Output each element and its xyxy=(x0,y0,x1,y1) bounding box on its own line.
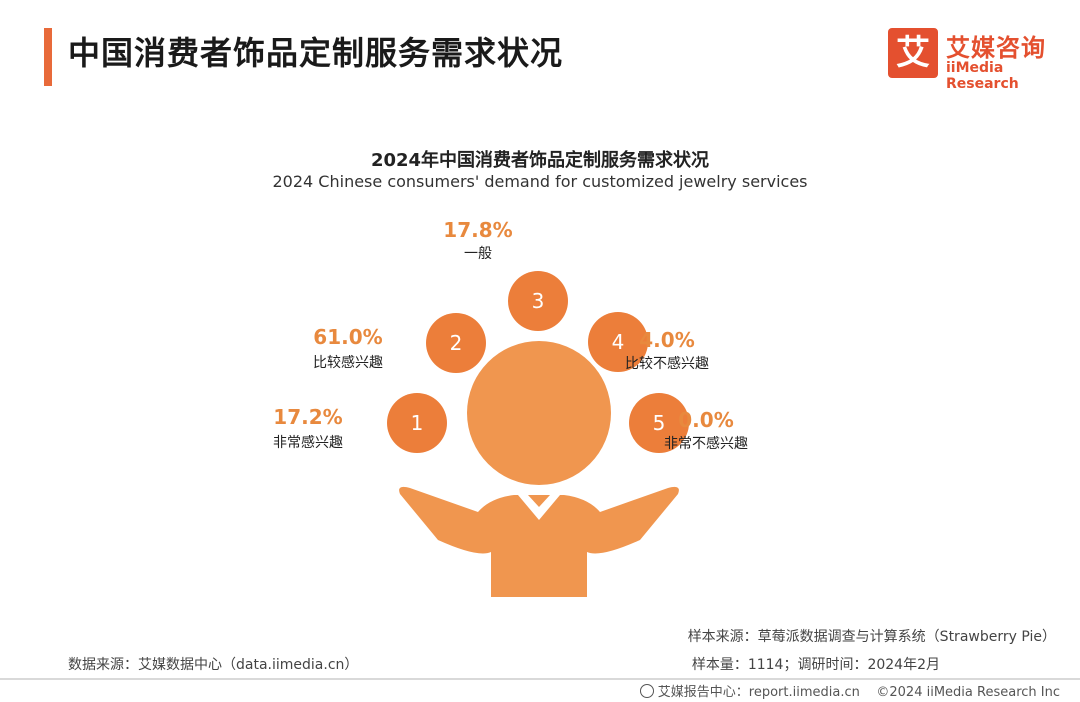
sample-source: 样本来源：草莓派数据调查与计算系统（Strawberry Pie） xyxy=(687,629,1056,645)
category-label-5: 非常不感兴趣 xyxy=(664,436,748,452)
rank-circle-5 xyxy=(629,393,689,453)
person-body xyxy=(399,486,679,597)
rank-circle-1 xyxy=(387,393,447,453)
category-label-3: 一般 xyxy=(464,246,492,262)
rank-number-5: 5 xyxy=(653,411,666,435)
person-head xyxy=(467,341,611,485)
title-accent-bar xyxy=(44,28,52,86)
rank-number-3: 3 xyxy=(532,289,545,313)
footer-bottom: 艾媒报告中心：report.iimedia.cn ©2024 iiMedia R… xyxy=(639,681,1060,700)
logo-cn-text: 艾媒咨询 xyxy=(946,34,1046,62)
rank-circle-2 xyxy=(426,313,486,373)
report-center-link[interactable]: 艾媒报告中心：report.iimedia.cn xyxy=(657,685,860,700)
page-title: 中国消费者饰品定制服务需求状况 xyxy=(68,34,564,72)
data-label-pct-1: 17.2% xyxy=(273,405,343,429)
data-label-pct-4: 4.0% xyxy=(639,328,695,352)
chart-title: 2024年中国消费者饰品定制服务需求状况 xyxy=(370,150,710,171)
chart-subtitle: 2024 Chinese consumers' demand for custo… xyxy=(272,172,808,191)
data-source: 数据来源：艾媒数据中心（data.iimedia.cn） xyxy=(68,657,359,673)
rank-circle-3 xyxy=(508,271,568,331)
sample-info: 样本量：1114；调研时间：2024年2月 xyxy=(691,657,940,673)
rank-number-4: 4 xyxy=(612,330,625,354)
rank-number-2: 2 xyxy=(450,331,463,355)
copyright: ©2024 iiMedia Research Inc xyxy=(876,685,1060,700)
category-label-1: 非常感兴趣 xyxy=(273,435,343,451)
person-collar xyxy=(518,495,560,520)
footer-divider xyxy=(0,678,1080,680)
rank-number-1: 1 xyxy=(411,411,424,435)
iimedia-logo[interactable]: 艾 艾媒咨询 iiMedia Research xyxy=(888,28,1068,92)
data-label-pct-3: 17.8% xyxy=(443,218,513,242)
category-label-2: 比较感兴趣 xyxy=(313,355,383,371)
globe-icon xyxy=(639,684,654,698)
logo-mark: 艾 xyxy=(888,28,938,78)
logo-en-text: iiMedia Research xyxy=(946,60,1019,92)
person-figure xyxy=(399,341,679,597)
data-label-pct-5: 0.0% xyxy=(678,408,734,432)
rank-circle-4 xyxy=(588,312,648,372)
data-label-pct-2: 61.0% xyxy=(313,325,383,349)
rank-circles: 1 2 3 4 5 xyxy=(387,271,689,453)
category-label-4: 比较不感兴趣 xyxy=(625,356,709,372)
